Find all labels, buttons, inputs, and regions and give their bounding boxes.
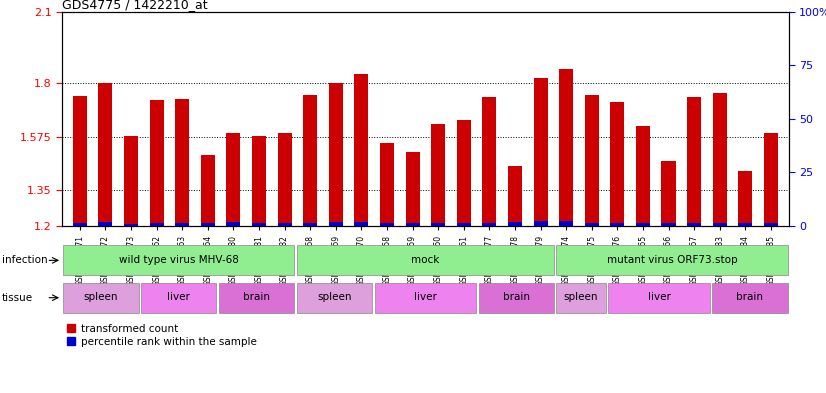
Bar (252, 223, 266, 226)
Bar (98, 222, 112, 226)
Text: infection: infection (2, 255, 47, 265)
Bar (457, 120, 471, 226)
Bar (508, 222, 522, 226)
Bar (329, 83, 343, 226)
Bar (252, 136, 266, 226)
Bar (278, 223, 292, 226)
Bar (226, 133, 240, 226)
Text: liver: liver (168, 292, 190, 302)
Bar (534, 221, 548, 226)
Bar (124, 224, 138, 226)
Bar (124, 136, 138, 226)
Bar (508, 167, 522, 226)
Bar (764, 133, 778, 226)
Bar (175, 99, 189, 226)
Bar (662, 160, 676, 226)
Bar (141, 283, 216, 313)
Bar (98, 83, 112, 226)
Bar (738, 171, 752, 226)
Bar (585, 95, 599, 226)
Bar (375, 283, 476, 313)
Bar (609, 283, 710, 313)
Bar (64, 245, 294, 275)
Text: brain: brain (737, 292, 763, 302)
Bar (303, 95, 317, 226)
Bar (278, 133, 292, 226)
Bar (201, 223, 215, 226)
Text: spleen: spleen (317, 292, 352, 302)
Bar (534, 79, 548, 226)
Bar (662, 223, 676, 226)
Text: brain: brain (503, 292, 529, 302)
Bar (482, 223, 496, 226)
Bar (610, 102, 624, 226)
Bar (406, 152, 420, 226)
Bar (219, 283, 294, 313)
Text: mutant virus ORF73.stop: mutant virus ORF73.stop (607, 255, 738, 265)
Text: liver: liver (414, 292, 437, 302)
Bar (226, 222, 240, 226)
Bar (457, 223, 471, 226)
Bar (636, 126, 650, 226)
Bar (73, 96, 87, 226)
Bar (712, 283, 787, 313)
Bar (406, 223, 420, 226)
Text: brain: brain (243, 292, 270, 302)
Bar (713, 93, 727, 226)
Bar (64, 283, 139, 313)
Bar (585, 223, 599, 226)
Bar (482, 97, 496, 226)
Bar (354, 222, 368, 226)
Bar (150, 100, 164, 226)
Bar (380, 223, 394, 226)
Bar (150, 223, 164, 226)
Bar (201, 154, 215, 226)
Text: wild type virus MHV-68: wild type virus MHV-68 (119, 255, 239, 265)
Bar (73, 223, 87, 226)
Bar (636, 223, 650, 226)
Bar (175, 223, 189, 226)
Text: tissue: tissue (2, 293, 33, 303)
Bar (478, 283, 554, 313)
Text: spleen: spleen (564, 292, 598, 302)
Bar (297, 283, 373, 313)
Bar (380, 143, 394, 226)
Bar (687, 97, 701, 226)
Bar (297, 245, 554, 275)
Text: GDS4775 / 1422210_at: GDS4775 / 1422210_at (62, 0, 207, 11)
Bar (713, 223, 727, 226)
Bar (329, 222, 343, 226)
Bar (559, 69, 573, 226)
Bar (610, 223, 624, 226)
Legend: transformed count, percentile rank within the sample: transformed count, percentile rank withi… (67, 323, 257, 347)
Bar (431, 124, 445, 226)
Text: spleen: spleen (83, 292, 118, 302)
Bar (687, 223, 701, 226)
Bar (764, 223, 778, 226)
Bar (557, 283, 605, 313)
Bar (303, 223, 317, 226)
Text: mock: mock (411, 255, 439, 265)
Bar (557, 245, 787, 275)
Text: liver: liver (648, 292, 671, 302)
Bar (738, 223, 752, 226)
Bar (559, 221, 573, 226)
Bar (354, 73, 368, 226)
Bar (431, 223, 445, 226)
